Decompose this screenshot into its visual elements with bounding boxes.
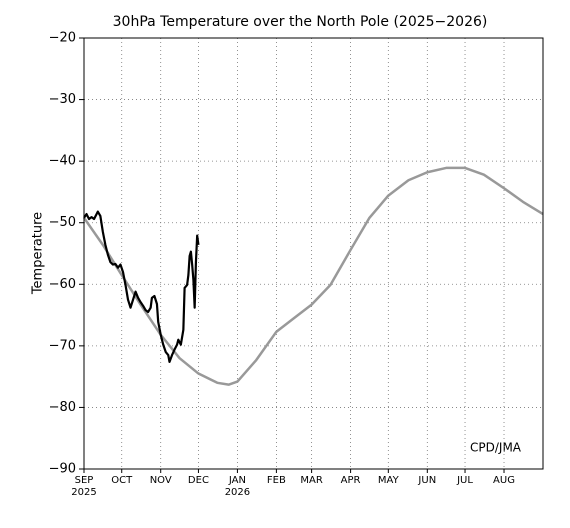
- y-tick-label: −80: [49, 400, 76, 415]
- x-tick-label: SEP: [75, 475, 94, 486]
- x-tick-label: JUN: [417, 475, 436, 486]
- x-tick-label: JUL: [456, 475, 473, 486]
- y-tick-label: −60: [49, 277, 76, 292]
- y-tick-label: −70: [49, 338, 76, 353]
- x-tick-label: MAR: [300, 475, 322, 486]
- y-tick-label: −50: [49, 215, 76, 230]
- plot-frame: [83, 37, 544, 470]
- y-axis-label: Temperature: [31, 212, 46, 295]
- x-year-label: 2025: [71, 487, 96, 498]
- x-tick-label: DEC: [188, 475, 209, 486]
- x-tick-label: NOV: [150, 475, 172, 486]
- x-tick-label: APR: [341, 475, 361, 486]
- y-tick-label: −90: [49, 462, 76, 477]
- x-tick-label: OCT: [111, 475, 133, 486]
- y-tick-label: −40: [49, 154, 76, 169]
- x-tick-label: FEB: [267, 475, 286, 486]
- y-tick-label: −20: [49, 31, 76, 46]
- data-line: [82, 166, 544, 386]
- annotation: CPD/JMA: [470, 441, 522, 455]
- x-tick-label: AUG: [493, 475, 515, 486]
- chart-title: 30hPa Temperature over the North Pole (2…: [113, 14, 488, 30]
- x-tick-label: MAY: [378, 475, 400, 486]
- x-tick-label: JAN: [228, 475, 246, 486]
- data-line: [83, 210, 200, 363]
- y-tick-label: −30: [49, 92, 76, 107]
- x-year-label: 2026: [225, 487, 250, 498]
